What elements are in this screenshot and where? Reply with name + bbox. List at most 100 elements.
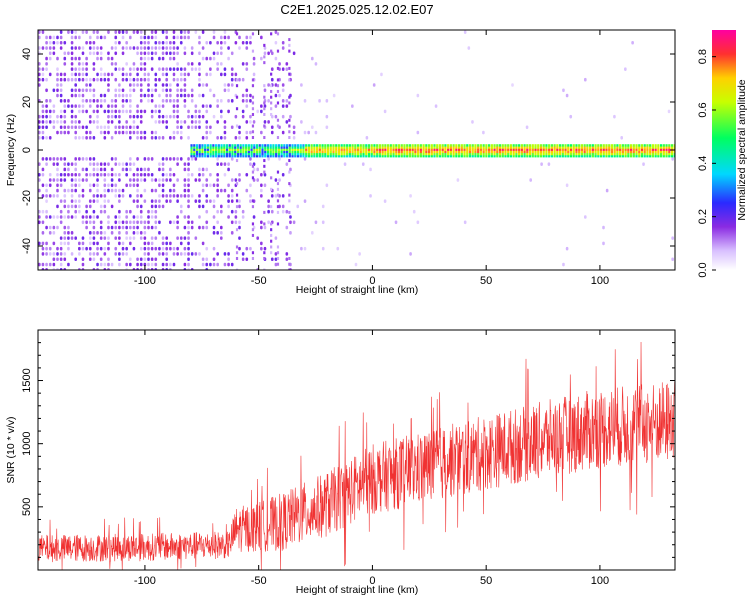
heatmap-cell: [96, 246, 99, 251]
heatmap-cell: [169, 99, 172, 103]
heatmap-cell: [143, 199, 147, 203]
heatmap-cell: [198, 72, 201, 77]
heatmap-cell: [234, 209, 238, 214]
heatmap-cell: [241, 215, 245, 219]
heatmap-cell: [59, 157, 63, 161]
heatmap-cell: [263, 210, 266, 214]
heatmap-cell: [125, 130, 128, 135]
heatmap-cell: [107, 120, 110, 124]
heatmap-cell: [136, 157, 139, 161]
heatmap-cell: [132, 199, 136, 203]
heatmap-cell: [386, 150, 390, 154]
heatmap-cell: [302, 155, 305, 158]
heatmap-cell: [99, 77, 103, 82]
heatmap-cell: [201, 114, 205, 119]
heatmap-cell: [253, 148, 256, 151]
heatmap-cell: [230, 72, 234, 77]
heatmap-cell: [107, 72, 110, 77]
heatmap-cell: [485, 148, 488, 151]
heatmap-cell: [288, 136, 291, 140]
heatmap-cell: [125, 93, 128, 98]
heatmap-cell: [183, 46, 187, 50]
heatmap-cell: [70, 109, 74, 114]
heatmap-cell: [288, 95, 291, 99]
heatmap-cell: [67, 77, 70, 82]
heatmap-cell: [479, 150, 483, 154]
heatmap-cell: [56, 183, 59, 188]
heatmap-cell: [386, 146, 390, 149]
heatmap-cell: [147, 88, 150, 93]
heatmap-cell: [187, 30, 190, 34]
heatmap-cell: [41, 67, 45, 71]
heatmap-cell: [139, 246, 143, 251]
heatmap-cell: [654, 144, 657, 147]
heatmap-cell: [48, 231, 52, 235]
heatmap-cell: [147, 72, 150, 77]
heatmap-cell: [56, 77, 59, 82]
heatmap-cell: [96, 109, 99, 114]
heatmap-cell: [223, 262, 227, 267]
heatmap-cell: [212, 257, 216, 262]
heatmap-cell: [212, 231, 216, 235]
heatmap-cell: [520, 150, 523, 154]
heatmap-cell: [129, 241, 132, 246]
heatmap-cell: [103, 199, 107, 203]
heatmap-cell: [110, 104, 114, 108]
heatmap-cell: [59, 88, 63, 93]
heatmap-cell: [59, 77, 63, 82]
heatmap-cell: [176, 83, 179, 87]
heatmap-cell: [406, 150, 409, 154]
heatmap-cell: [165, 67, 168, 71]
heatmap-cell: [245, 46, 249, 50]
heatmap-cell: [92, 62, 96, 66]
heatmap-cell: [139, 136, 143, 140]
heatmap-cell: [220, 114, 223, 119]
heatmap-cell: [52, 88, 56, 93]
heatmap-cell: [245, 93, 249, 98]
heatmap-cell: [234, 144, 237, 147]
heatmap-cell: [602, 150, 605, 154]
heatmap-cell: [63, 162, 67, 166]
heatmap-cell: [434, 104, 438, 108]
heatmap-cell: [78, 120, 81, 124]
heatmap-cell: [183, 183, 187, 188]
heatmap-cell: [456, 178, 460, 182]
heatmap-cell: [41, 136, 45, 140]
heatmap-cell: [270, 112, 273, 116]
heatmap-cell: [187, 257, 190, 262]
heatmap-cell: [172, 40, 176, 45]
heatmap-cell: [659, 144, 663, 147]
heatmap-cell: [515, 155, 518, 158]
heatmap-cell: [139, 231, 143, 235]
heatmap-cell: [118, 125, 121, 130]
heatmap-cell: [553, 152, 556, 156]
heatmap-cell: [110, 109, 114, 114]
heatmap-cell: [430, 155, 433, 158]
heatmap-cell: [321, 204, 325, 209]
heatmap-cell: [539, 150, 543, 154]
heatmap-cell: [78, 241, 81, 246]
heatmap-cell: [367, 148, 371, 151]
heatmap-cell: [292, 136, 296, 140]
heatmap-cell: [125, 183, 128, 188]
heatmap-cell: [351, 155, 354, 158]
heatmap-cell: [561, 146, 564, 149]
heatmap-cell: [85, 178, 88, 182]
heatmap-cell: [294, 146, 297, 149]
heatmap-cell: [235, 228, 239, 232]
heatmap-cell: [337, 146, 341, 149]
heatmap-cell: [59, 262, 63, 267]
heatmap-cell: [59, 99, 63, 103]
heatmap-cell: [198, 252, 201, 256]
heatmap-cell: [272, 155, 275, 158]
heatmap-cell: [187, 188, 190, 193]
heatmap-cell: [578, 148, 581, 151]
heatmap-cell: [67, 262, 70, 267]
heatmap-cell: [558, 155, 562, 158]
heatmap-cell: [629, 150, 633, 154]
heatmap-cell: [562, 262, 565, 267]
heatmap-cell: [38, 72, 41, 77]
heatmap-cell: [545, 150, 548, 154]
heatmap-cell: [56, 93, 59, 98]
heatmap-cell: [212, 183, 216, 188]
